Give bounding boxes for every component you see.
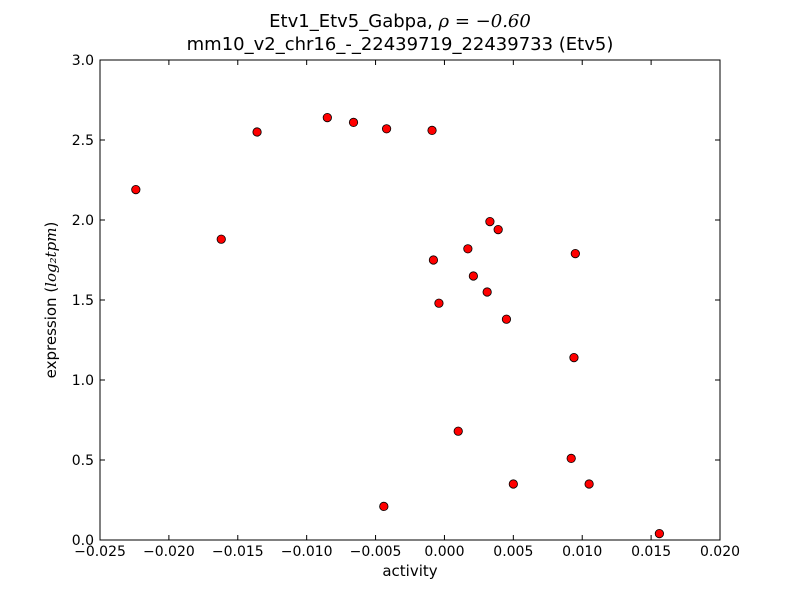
data-point	[463, 244, 473, 254]
data-point	[381, 124, 392, 134]
x-tick-label: 0.010	[562, 544, 602, 560]
chart-title: Etv1_Etv5_Gabpa, ρ = −0.60	[0, 11, 800, 32]
chart-title-text: Etv1_Etv5_Gabpa,	[269, 11, 439, 32]
x-axis-label: activity	[382, 562, 438, 580]
data-point	[584, 479, 594, 489]
x-tick-label: −0.010	[281, 544, 333, 560]
data-point	[482, 287, 492, 297]
data-point	[508, 479, 518, 489]
data-point	[216, 234, 226, 244]
data-point	[131, 185, 141, 195]
x-tick-label: −0.025	[74, 544, 126, 560]
y-tick-label: 2.5	[72, 133, 94, 149]
data-point	[379, 501, 389, 511]
data-point	[569, 352, 579, 363]
y-tick-label: 1.0	[72, 373, 94, 389]
data-point	[566, 453, 576, 463]
plot-frame	[99, 59, 721, 541]
data-point	[252, 127, 262, 137]
x-tick-label: −0.015	[212, 544, 264, 560]
data-point	[468, 271, 478, 281]
y-tick-label: 1.5	[72, 293, 94, 309]
y-axis-label-suffix: )	[42, 221, 60, 228]
y-tick-label: 3.0	[72, 53, 94, 69]
data-point	[501, 314, 512, 324]
x-tick-label: 0.000	[424, 544, 464, 560]
data-point	[493, 225, 503, 235]
y-tick-label: 0.0	[72, 533, 94, 549]
x-tick-label: −0.020	[143, 544, 195, 560]
data-points	[131, 113, 664, 539]
data-point	[453, 426, 463, 436]
y-axis-ticks: 0.0 0.5 1.0 1.5 2.0 2.5 3.0	[72, 53, 720, 549]
data-point	[434, 298, 444, 308]
data-point	[654, 528, 664, 539]
y-axis-label-prefix: expression (	[42, 286, 60, 379]
x-axis-ticks: −0.025 −0.020 −0.015 −0.010 −0.005 0.000 0.005…	[74, 60, 740, 560]
x-tick-label: −0.005	[350, 544, 402, 560]
chart-title-rho: ρ = −0.60	[438, 11, 531, 32]
chart-subtitle: mm10_v2_chr16_-_22439719_22439733 (Etv5)	[186, 34, 614, 55]
y-tick-label: 0.5	[72, 453, 94, 469]
data-point	[427, 125, 437, 135]
x-tick-label: 0.015	[631, 544, 671, 560]
y-axis-label-math: log₂tpm	[42, 227, 60, 287]
data-point	[485, 217, 495, 227]
x-tick-label: 0.005	[493, 544, 533, 560]
data-point	[322, 113, 332, 123]
data-point	[570, 249, 580, 259]
data-point	[428, 255, 439, 265]
y-tick-label: 2.0	[72, 213, 94, 229]
data-point	[348, 117, 359, 128]
x-tick-label: 0.020	[700, 544, 740, 560]
